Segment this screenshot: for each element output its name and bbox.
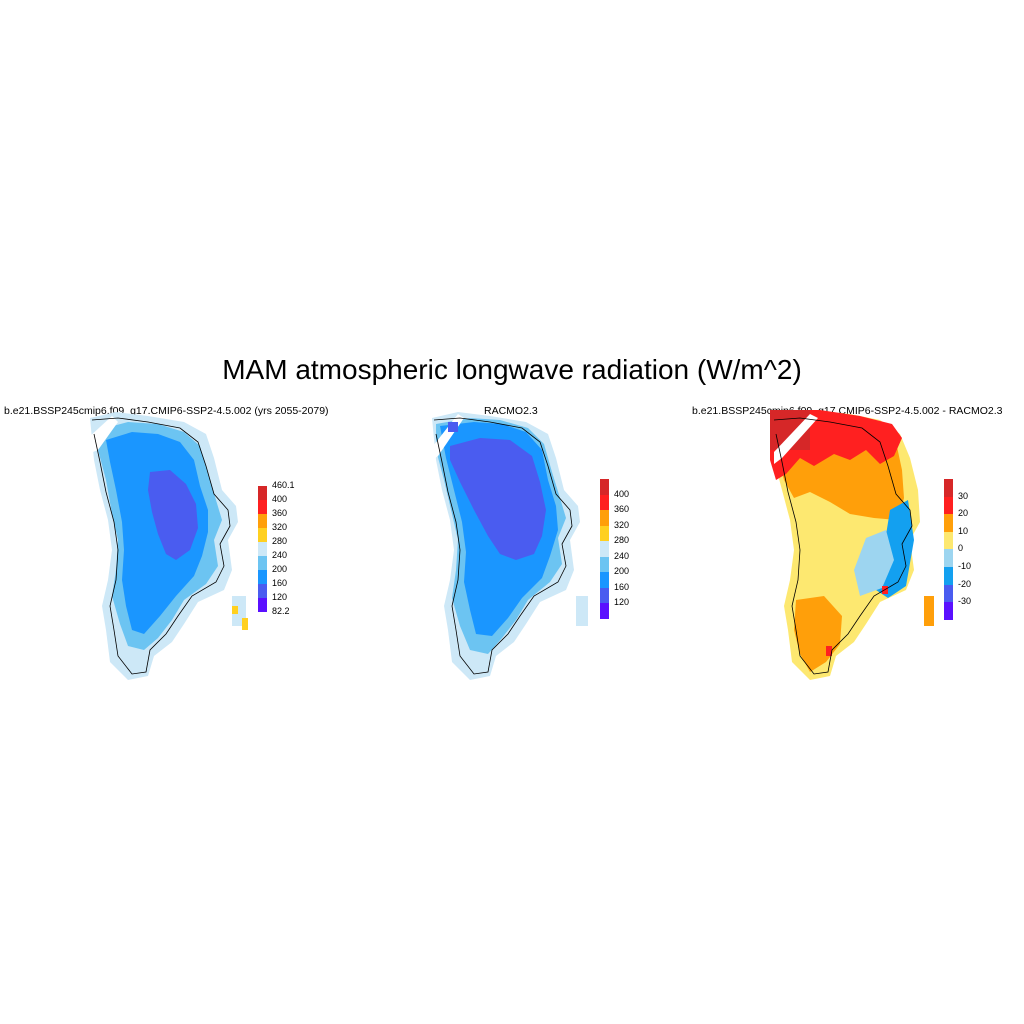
- colorbar-tick-label: 160: [272, 578, 288, 588]
- colorbar-block: [600, 556, 609, 572]
- colorbar-block: [944, 496, 953, 515]
- colorbar-tick-label: 360: [272, 508, 288, 518]
- colorbar-blocks: [944, 479, 953, 620]
- panel-model-title: b.e21.BSSP245cmip6.f09_g17.CMIP6-SSP2-4.…: [4, 405, 329, 417]
- coastline: [773, 417, 913, 675]
- colorbar-tick-label: 400: [614, 488, 630, 499]
- diff-red-patch-1: [826, 646, 832, 656]
- colorbar-tick-label: 160: [614, 581, 630, 592]
- colorbar-tick-label: 120: [614, 597, 630, 607]
- colorbar-block: [258, 486, 267, 500]
- colorbar-tick-label: 320: [614, 519, 630, 530]
- diff-lightblue-east: [854, 530, 894, 596]
- colorbar-tick-label: 20: [958, 508, 969, 519]
- ice-region-core: [148, 470, 198, 560]
- colorbar-blocks: [600, 479, 609, 619]
- figure-title: MAM atmospheric longwave radiation (W/m^…: [222, 354, 802, 385]
- colorbar-block: [944, 531, 953, 550]
- colorbar-block: [600, 572, 609, 588]
- colorbar-tick-label: 200: [272, 564, 288, 574]
- colorbar-block: [944, 479, 953, 497]
- island-yellow: [232, 606, 238, 614]
- colorbar-difference: 30 20 10 0 -10 -20 -30: [944, 479, 984, 620]
- colorbar-tick-label: 240: [272, 550, 288, 560]
- colorbar-tick-label: 280: [614, 535, 630, 545]
- north-inset-white: [774, 414, 818, 464]
- colorbar-block: [600, 479, 609, 495]
- colorbar-block: [600, 587, 609, 603]
- colorbar-block: [258, 500, 267, 514]
- colorbar-block: [258, 570, 267, 584]
- colorbar-tick-label: -10: [958, 561, 972, 571]
- colorbar-reference: 400 360 320 280 240 200 160 120: [600, 479, 640, 619]
- coastline: [91, 417, 231, 675]
- colorbar-block: [600, 510, 609, 526]
- colorbar-tick-label: 120: [272, 592, 288, 602]
- ice-region-core: [450, 438, 546, 560]
- map-reference: [430, 412, 588, 680]
- panel-reference-title: RACMO2.3: [484, 405, 538, 417]
- island-orange: [242, 618, 248, 630]
- north-cell: [448, 422, 458, 432]
- colorbar-block: [258, 528, 267, 542]
- colorbar-tick-label: -20: [958, 578, 972, 589]
- colorbar-block: [258, 584, 267, 598]
- colorbar-tick-label: 320: [272, 522, 288, 532]
- colorbar-tick-label: 200: [614, 566, 630, 576]
- colorbar-block: [944, 514, 953, 532]
- island-pale: [576, 596, 588, 626]
- colorbar-block: [258, 542, 267, 556]
- colorbar-tick-label: 280: [272, 536, 288, 546]
- colorbar-block: [600, 541, 609, 557]
- map-model: [88, 412, 248, 680]
- panel-difference-title: b.e21.BSSP245cmip6.f09_g17.CMIP6-SSP2-4.…: [692, 405, 1003, 417]
- colorbar-tick-label: 82.2: [272, 606, 290, 616]
- colorbar-tick-label: 0: [958, 543, 964, 554]
- coastline: [433, 417, 573, 675]
- colorbar-block: [258, 556, 267, 570]
- map-difference: [770, 410, 934, 680]
- colorbar-block: [944, 549, 953, 567]
- colorbar-tick-label: 360: [614, 504, 630, 514]
- colorbar-tick-label: 400: [272, 494, 288, 504]
- colorbar-tick-label: 10: [958, 525, 969, 536]
- island-orange: [924, 596, 934, 626]
- colorbar-block: [944, 584, 953, 603]
- colorbar-blocks: [258, 486, 267, 612]
- colorbar-block: [944, 567, 953, 585]
- colorbar-tick-label: 30: [958, 490, 969, 501]
- colorbar-block: [600, 494, 609, 510]
- colorbar-block: [258, 514, 267, 528]
- colorbar-tick-label: 240: [614, 550, 630, 561]
- colorbar-block: [944, 602, 953, 620]
- colorbar-tick-label: 460.1: [272, 480, 295, 490]
- north-inset-white: [88, 416, 118, 454]
- colorbar-tick-label: -30: [958, 596, 972, 607]
- colorbar-block: [600, 525, 609, 541]
- colorbar-model: 460.1 400 360 320 280 240 200 160 120 82.2: [258, 480, 298, 616]
- colorbar-block: [258, 598, 267, 612]
- colorbar-block: [600, 603, 609, 619]
